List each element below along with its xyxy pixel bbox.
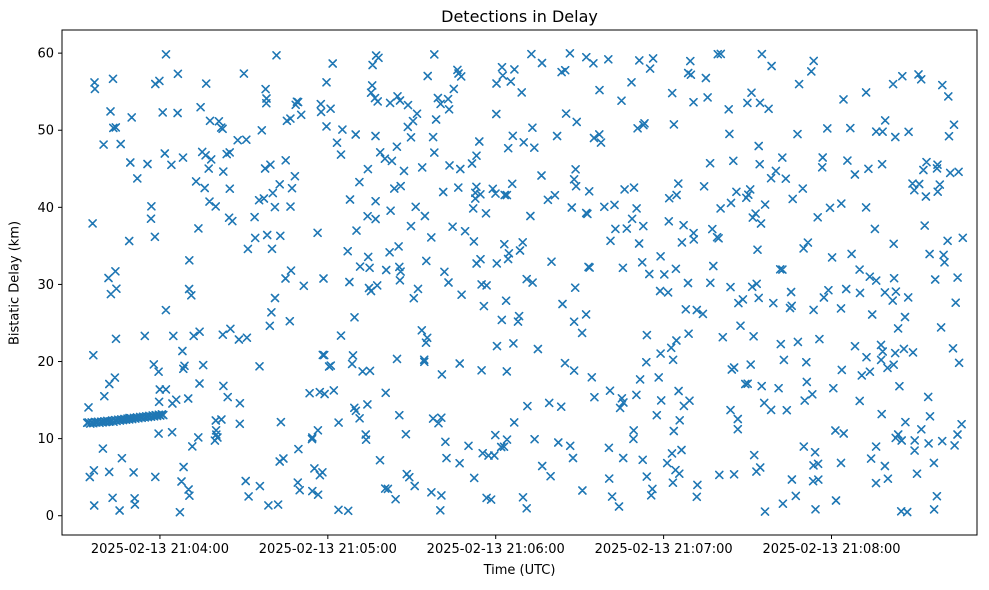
x-axis-title: Time (UTC) [483,563,556,578]
y-tick-label: 50 [37,124,54,139]
x-tick-label: 2025-02-13 21:05:00 [259,542,397,557]
y-axis-title: Bistatic Delay (km) [7,220,23,346]
y-tick-label: 40 [37,201,54,216]
x-tick-label: 2025-02-13 21:06:00 [427,542,565,557]
y-tick-label: 60 [37,47,54,62]
x-tick-label: 2025-02-13 21:07:00 [595,542,733,557]
scatter-points [82,49,968,517]
y-tick-label: 30 [37,278,54,293]
chart-title: Detections in Delay [441,7,598,26]
y-tick-label: 20 [37,355,54,370]
y-tick-label: 10 [37,432,54,447]
x-tick-label: 2025-02-13 21:08:00 [762,542,900,557]
x-tick-label: 2025-02-13 21:04:00 [91,542,229,557]
y-tick-label: 0 [46,509,54,524]
axes-frame [61,29,978,536]
